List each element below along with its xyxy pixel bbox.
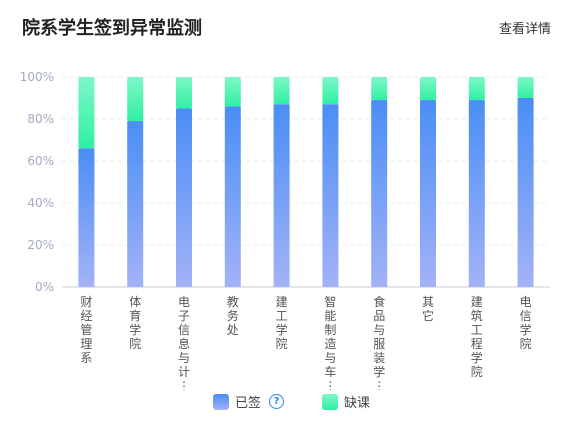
x-tick-label: 教务处	[227, 294, 239, 337]
bar-absent[interactable]	[127, 77, 144, 122]
bar-signed[interactable]	[420, 100, 436, 287]
bar-signed[interactable]	[468, 100, 485, 287]
chart-title: 院系学生签到异常监测	[22, 18, 202, 39]
legend-label-signed: 已签	[234, 396, 261, 411]
bar-absent[interactable]	[273, 77, 290, 105]
legend-swatch-signed	[212, 393, 229, 410]
bar-signed[interactable]	[78, 148, 95, 287]
bar-signed[interactable]	[224, 106, 241, 288]
legend-label-absent: 缺课	[344, 396, 371, 411]
bar-absent[interactable]	[371, 77, 388, 101]
x-tick-label: 智能制造与车⋮	[324, 294, 336, 390]
stacked-bar-chart: 0% 20% 40% 60% 80% 100% 财经管理系 体育学院 电子信息与计⋮ 教务处 建工学…	[20, 70, 550, 390]
y-tick-label: 20%	[27, 238, 54, 252]
x-tick-label: 电子信息与计⋮	[178, 295, 190, 390]
x-tick-label: 财经管理系	[80, 295, 92, 365]
x-tick-label: 建工学院	[276, 295, 288, 351]
bar-absent[interactable]	[517, 77, 534, 98]
bar-absent[interactable]	[176, 77, 192, 109]
bar-absent[interactable]	[420, 77, 436, 101]
y-tick-label: 0%	[35, 280, 54, 294]
bar-absent[interactable]	[78, 77, 95, 149]
x-tick-label: 建筑工程学院	[471, 295, 483, 379]
view-details-link[interactable]: 查看详情	[498, 22, 551, 37]
question-circle-icon[interactable]: ?	[269, 394, 284, 409]
legend-swatch-absent	[322, 393, 338, 410]
x-tick-label: 其它	[422, 295, 434, 323]
bar-absent[interactable]	[224, 77, 241, 107]
y-tick-label: 60%	[27, 154, 54, 168]
bar-signed[interactable]	[517, 98, 534, 287]
legend-item-signed[interactable]: 已签 ?	[212, 392, 284, 411]
bar-signed[interactable]	[273, 104, 290, 287]
chart-legend: 已签 ? 缺课	[0, 392, 583, 411]
y-tick-label: 40%	[27, 196, 54, 210]
bar-signed[interactable]	[127, 121, 144, 287]
bar-signed[interactable]	[176, 108, 192, 288]
y-tick-label: 100%	[20, 70, 54, 84]
bar-absent[interactable]	[468, 77, 485, 101]
bar-signed[interactable]	[371, 100, 388, 287]
x-tick-label: 体育学院	[129, 295, 141, 351]
bar-absent[interactable]	[322, 77, 339, 105]
x-tick-label: 食品与服装学⋮	[373, 294, 385, 390]
bar-signed[interactable]	[322, 104, 339, 287]
y-tick-label: 80%	[27, 112, 54, 126]
legend-item-absent[interactable]: 缺课	[322, 392, 370, 411]
x-tick-label: 电信学院	[520, 295, 532, 351]
